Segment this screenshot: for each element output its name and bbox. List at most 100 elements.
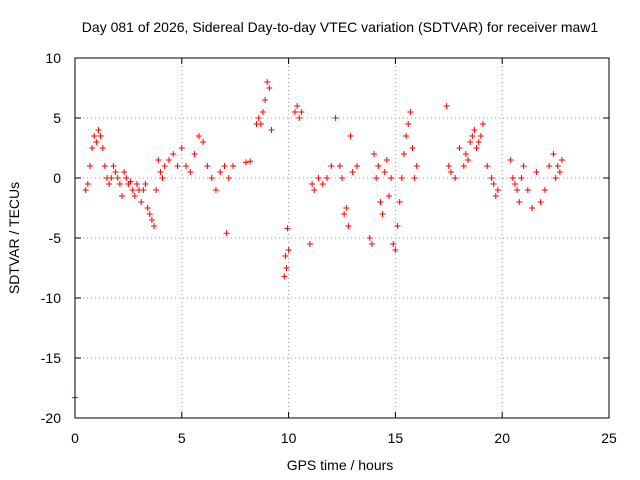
data-point <box>225 175 232 181</box>
data-point <box>93 139 100 145</box>
data-point <box>221 163 228 169</box>
data-point <box>556 169 563 175</box>
data-point <box>108 175 115 181</box>
data-point <box>257 121 264 127</box>
data-point <box>161 163 168 169</box>
data-point <box>490 181 497 187</box>
data-point <box>375 163 382 169</box>
data-point <box>118 193 125 199</box>
data-point <box>315 175 322 181</box>
data-point <box>183 163 190 169</box>
data-point <box>144 205 151 211</box>
data-point <box>82 187 89 193</box>
x-axis-label: GPS time / hours <box>287 457 394 473</box>
data-point <box>479 121 486 127</box>
data-point <box>86 163 93 169</box>
data-point <box>492 193 499 199</box>
data-point <box>159 175 166 181</box>
data-point <box>101 163 108 169</box>
data-point <box>550 151 557 157</box>
data-point <box>264 79 271 85</box>
x-tick-label: 10 <box>281 430 297 446</box>
data-point <box>339 175 345 181</box>
data-point <box>319 181 326 187</box>
data-point <box>112 169 119 175</box>
data-point <box>294 103 301 109</box>
data-point <box>411 175 418 181</box>
data-point <box>281 273 288 280</box>
data-point <box>353 163 360 169</box>
grid-lines <box>75 58 609 418</box>
data-point <box>262 97 269 103</box>
y-tick-label: -5 <box>49 230 62 246</box>
data-point <box>471 127 478 133</box>
data-point <box>133 181 140 187</box>
data-point <box>452 175 459 181</box>
data-point <box>195 133 202 139</box>
data-point <box>110 163 117 169</box>
data-point <box>114 175 121 181</box>
data-point <box>379 211 386 217</box>
data-point <box>390 241 397 247</box>
data-point <box>178 145 185 151</box>
data-point <box>559 157 566 163</box>
data-point <box>388 175 395 181</box>
data-point <box>298 109 305 115</box>
data-point <box>284 225 291 232</box>
data-point <box>465 157 472 163</box>
data-point <box>127 178 134 185</box>
data-point <box>146 211 153 217</box>
data-point <box>518 175 525 181</box>
data-point <box>223 230 230 237</box>
data-point <box>371 151 378 157</box>
data-point <box>392 247 399 253</box>
data-point <box>394 223 401 229</box>
data-point <box>282 253 289 259</box>
data-point <box>405 121 412 127</box>
data-point <box>460 163 467 169</box>
data-point <box>148 217 155 223</box>
data-point <box>187 169 194 175</box>
data-point <box>383 157 390 163</box>
data-point <box>488 175 495 181</box>
data-point <box>259 109 266 115</box>
data-point <box>84 181 91 187</box>
data-point <box>409 145 416 151</box>
data-point <box>467 139 474 145</box>
data-point <box>336 163 343 169</box>
data-point <box>217 169 224 175</box>
y-tick-label: 0 <box>53 170 61 186</box>
y-tick-labels: -20 -15 -10 -5 0 5 10 <box>41 50 61 426</box>
data-point <box>373 175 380 181</box>
data-point <box>529 205 536 211</box>
data-point <box>403 133 410 139</box>
data-point <box>165 157 172 163</box>
data-point <box>200 139 207 145</box>
data-point <box>170 151 177 157</box>
data-point <box>157 169 164 175</box>
data-point <box>292 109 299 115</box>
data-point <box>116 181 123 187</box>
axis-ticks <box>74 57 610 419</box>
data-point <box>266 85 273 91</box>
data-point <box>91 133 98 139</box>
data-point <box>514 187 521 193</box>
x-tick-label: 15 <box>388 430 404 446</box>
data-point <box>473 145 480 151</box>
data-point <box>328 163 335 169</box>
data-point <box>296 115 303 121</box>
y-tick-label: -10 <box>41 290 61 306</box>
data-point <box>398 175 405 181</box>
data-point <box>97 133 104 139</box>
data-point <box>554 163 561 169</box>
data-point <box>366 235 373 241</box>
data-point <box>283 265 290 271</box>
data-point <box>385 193 392 199</box>
data-point <box>341 211 348 217</box>
x-tick-label: 25 <box>601 430 617 446</box>
data-point <box>89 145 96 151</box>
data-point <box>123 175 130 181</box>
data-point <box>129 187 136 193</box>
data-point <box>347 133 354 139</box>
